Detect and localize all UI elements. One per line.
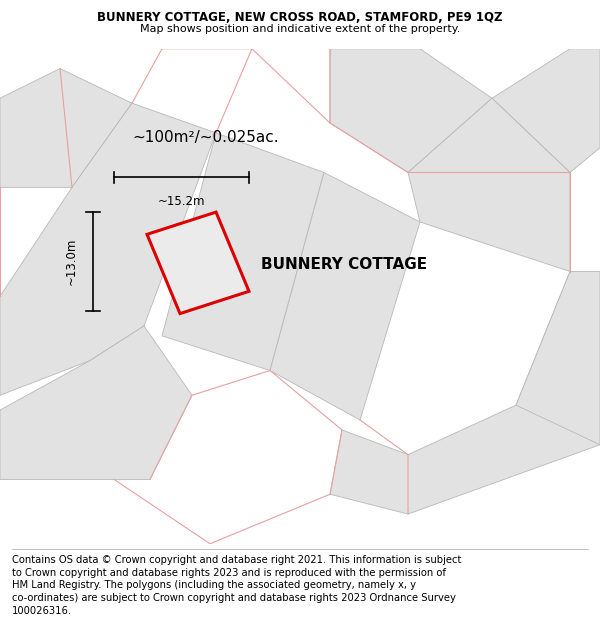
- Text: co-ordinates) are subject to Crown copyright and database rights 2023 Ordnance S: co-ordinates) are subject to Crown copyr…: [12, 593, 456, 603]
- Polygon shape: [492, 49, 600, 172]
- Polygon shape: [330, 49, 492, 172]
- Polygon shape: [270, 173, 420, 420]
- Text: Contains OS data © Crown copyright and database right 2021. This information is : Contains OS data © Crown copyright and d…: [12, 555, 461, 565]
- Text: BUNNERY COTTAGE: BUNNERY COTTAGE: [261, 257, 427, 272]
- Text: to Crown copyright and database rights 2023 and is reproduced with the permissio: to Crown copyright and database rights 2…: [12, 568, 446, 578]
- Polygon shape: [0, 69, 132, 188]
- Text: Map shows position and indicative extent of the property.: Map shows position and indicative extent…: [140, 24, 460, 34]
- Text: HM Land Registry. The polygons (including the associated geometry, namely x, y: HM Land Registry. The polygons (includin…: [12, 580, 416, 590]
- Text: BUNNERY COTTAGE, NEW CROSS ROAD, STAMFORD, PE9 1QZ: BUNNERY COTTAGE, NEW CROSS ROAD, STAMFOR…: [97, 11, 503, 24]
- Text: ~100m²/~0.025ac.: ~100m²/~0.025ac.: [132, 131, 278, 146]
- Polygon shape: [516, 271, 600, 445]
- Text: ~13.0m: ~13.0m: [65, 238, 78, 285]
- Polygon shape: [0, 103, 216, 395]
- Polygon shape: [408, 98, 570, 271]
- Polygon shape: [0, 326, 192, 479]
- Polygon shape: [330, 271, 600, 514]
- Text: 100026316.: 100026316.: [12, 606, 72, 616]
- Polygon shape: [162, 133, 324, 371]
- Text: ~15.2m: ~15.2m: [158, 195, 205, 208]
- Polygon shape: [147, 212, 249, 314]
